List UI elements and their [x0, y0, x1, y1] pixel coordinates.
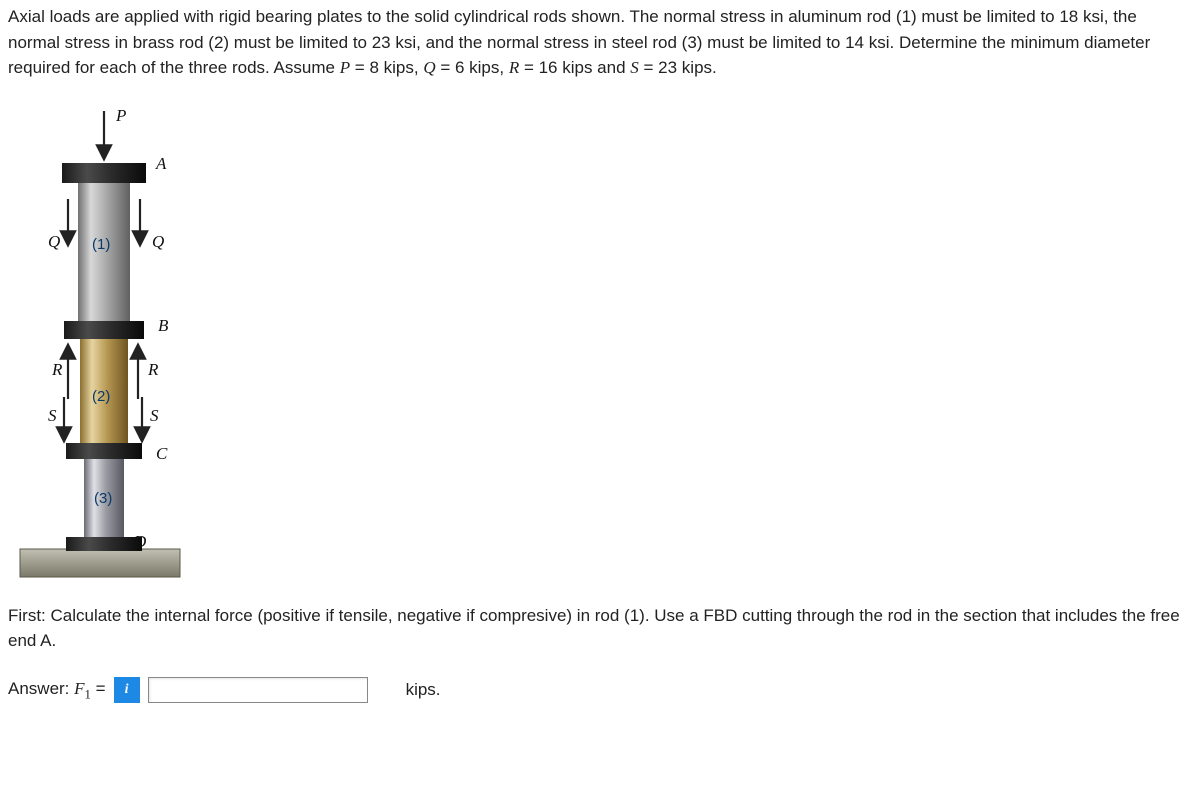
answer-unit: kips. — [406, 677, 441, 703]
label-A: A — [155, 154, 167, 173]
answer-var: F — [74, 679, 84, 698]
answer-equals: = — [91, 679, 106, 698]
answer-prefix: Answer: — [8, 679, 74, 698]
label-R-left: R — [51, 360, 63, 379]
rod-diagram: P Q Q R R S S A B C D (1) (2) (3) — [8, 99, 208, 589]
label-rod1: (1) — [92, 236, 110, 253]
label-P: P — [115, 106, 126, 125]
label-S-left: S — [48, 406, 57, 425]
label-R-right: R — [147, 360, 159, 379]
label-rod3: (3) — [94, 490, 112, 507]
label-D: D — [133, 532, 147, 551]
label-Q-right: Q — [152, 232, 164, 251]
problem-text-part: = 23 kips. — [639, 58, 717, 77]
label-Q-left: Q — [48, 232, 60, 251]
problem-statement: Axial loads are applied with rigid beari… — [8, 4, 1192, 81]
problem-var-Q: Q — [423, 58, 435, 77]
answer-input[interactable] — [148, 677, 368, 703]
problem-var-R: R — [509, 58, 519, 77]
problem-text-part: = 8 kips, — [350, 58, 423, 77]
problem-var-P: P — [340, 58, 350, 77]
info-icon[interactable]: i — [114, 677, 140, 703]
problem-var-S: S — [630, 58, 639, 77]
label-S-right: S — [150, 406, 159, 425]
label-rod2: (2) — [92, 388, 110, 405]
problem-text-part: = 6 kips, — [436, 58, 509, 77]
label-B: B — [158, 316, 169, 335]
label-C: C — [156, 444, 168, 463]
answer-row: Answer: F1 = i kips. — [8, 676, 1192, 705]
instruction-text: First: Calculate the internal force (pos… — [8, 603, 1192, 654]
answer-label: Answer: F1 = — [8, 676, 106, 705]
problem-text-part: = 16 kips and — [519, 58, 630, 77]
